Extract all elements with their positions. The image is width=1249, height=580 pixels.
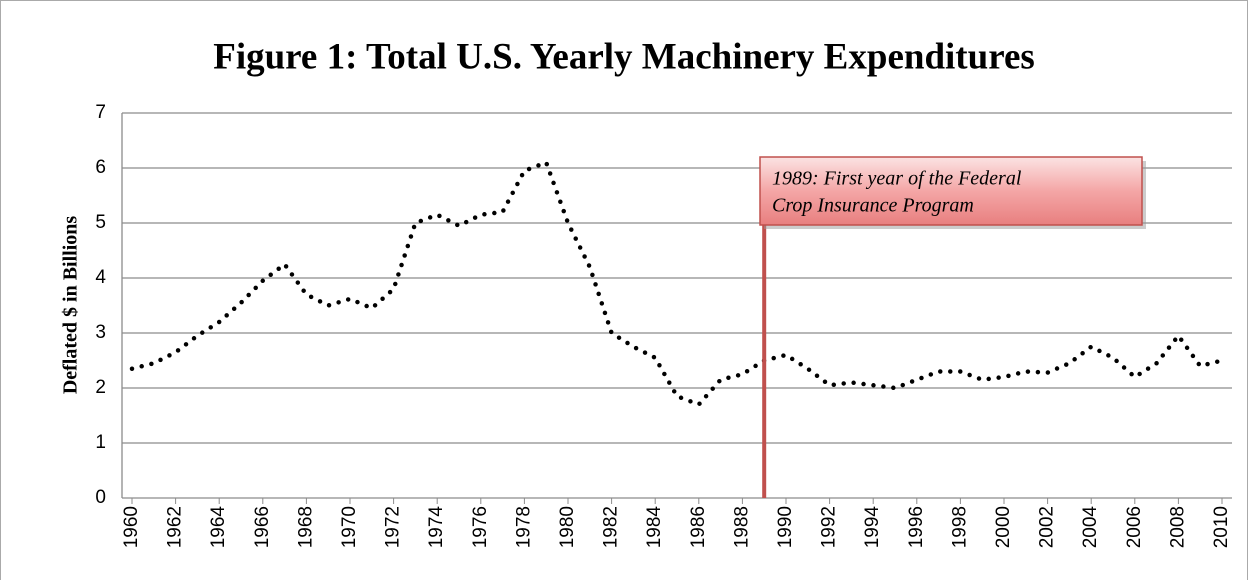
x-tick-label: 1960 (121, 506, 142, 548)
x-tick-label: 1998 (949, 506, 970, 548)
annotation-text: 1989: First year of the Federal (772, 168, 1022, 190)
chart-title: Figure 1: Total U.S. Yearly Machinery Ex… (213, 36, 1035, 77)
x-tick-label: 2004 (1080, 506, 1101, 549)
x-tick-label: 1962 (165, 506, 186, 548)
x-tick-label: 1978 (513, 506, 534, 548)
y-tick-label: 0 (95, 487, 106, 508)
x-tick-label: 2000 (993, 506, 1014, 548)
x-tick-label: 1990 (775, 506, 796, 548)
x-tick-label: 1980 (557, 506, 578, 548)
x-tick-label: 2002 (1037, 506, 1058, 548)
annotation-box (759, 156, 1143, 226)
annotation-text: Crop Insurance Program (772, 195, 974, 217)
x-tick-label: 1964 (208, 506, 229, 549)
y-tick-label: 5 (95, 212, 106, 233)
y-tick-label: 4 (95, 267, 106, 288)
y-tick-label: 1 (95, 432, 106, 453)
x-tick-label: 1984 (644, 506, 665, 549)
y-tick-label: 6 (95, 157, 106, 178)
x-tick-label: 1982 (601, 506, 622, 548)
y-axis-label: Deflated $ in Billions (60, 216, 82, 395)
x-tick-label: 2010 (1211, 506, 1232, 548)
y-tick-label: 3 (95, 322, 106, 343)
x-tick-label: 1974 (426, 506, 447, 549)
x-tick-label: 1968 (295, 506, 316, 548)
y-tick-label: 7 (95, 102, 106, 123)
x-tick-label: 1966 (252, 506, 273, 548)
y-tick-label: 2 (95, 377, 106, 398)
x-tick-label: 1994 (862, 506, 883, 549)
x-tick-label: 1996 (906, 506, 927, 548)
x-tick-label: 1976 (470, 506, 491, 548)
x-tick-label: 2006 (1124, 506, 1145, 548)
x-tick-label: 1992 (819, 506, 840, 548)
x-tick-label: 2008 (1167, 506, 1188, 548)
x-tick-label: 1970 (339, 506, 360, 548)
x-tick-label: 1988 (731, 506, 752, 548)
x-tick-label: 1972 (383, 506, 404, 548)
x-tick-label: 1986 (688, 506, 709, 548)
